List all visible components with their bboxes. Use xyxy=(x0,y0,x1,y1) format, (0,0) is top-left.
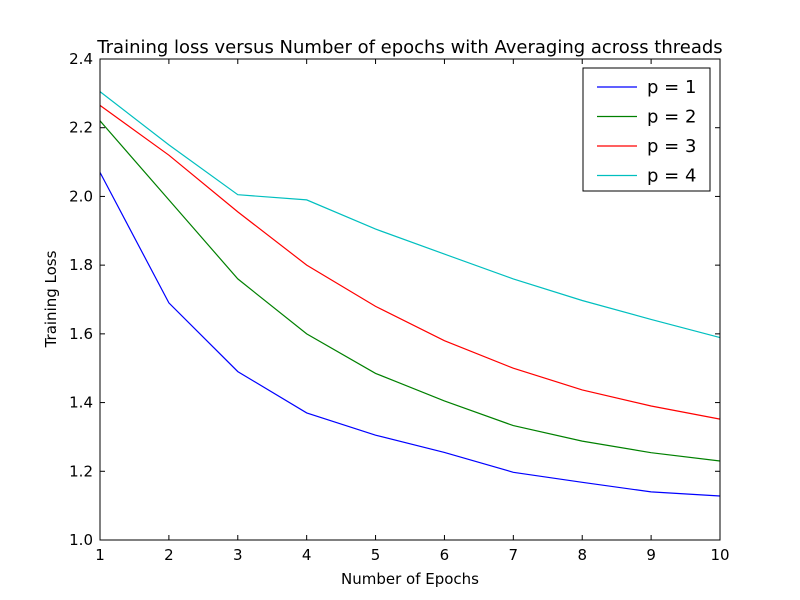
y-tick-label: 1.6 xyxy=(69,325,93,343)
legend-label: p = 2 xyxy=(647,107,696,128)
ticks-layer: 1 2 3 4 5 6 7 8 9 10 1.0 1.2 1.4 1.6 1.8 2.0 2.2 2.4 xyxy=(69,50,729,564)
series-line-p1 xyxy=(99,172,721,497)
y-tick-label: 1.8 xyxy=(69,256,93,274)
x-tick-label: 4 xyxy=(302,546,312,564)
x-tick-label: 1 xyxy=(95,546,105,564)
series-line-p2 xyxy=(99,120,721,462)
x-tick-label: 6 xyxy=(440,546,450,564)
y-tick-label: 1.0 xyxy=(69,531,93,549)
legend: p = 1 p = 2 p = 3 p = 4 xyxy=(582,67,711,192)
x-tick-label: 2 xyxy=(164,546,174,564)
x-tick-label: 8 xyxy=(577,546,587,564)
series-line-p4 xyxy=(99,91,721,339)
legend-box xyxy=(582,67,711,192)
legend-label: p = 4 xyxy=(647,166,696,187)
legend-label: p = 1 xyxy=(647,77,696,98)
series-line-p3 xyxy=(99,104,721,420)
chart-title: Training loss versus Number of epochs wi… xyxy=(96,37,722,58)
x-axis-label: Number of Epochs xyxy=(341,570,479,588)
plot-area-frame xyxy=(99,58,721,541)
series-layer xyxy=(99,91,721,497)
x-tick-label: 5 xyxy=(371,546,381,564)
legend-label: p = 3 xyxy=(647,136,696,157)
y-tick-label: 1.4 xyxy=(69,394,93,412)
y-tick-label: 2.2 xyxy=(69,119,93,137)
x-tick-label: 7 xyxy=(509,546,519,564)
y-tick-label: 2.0 xyxy=(69,187,93,205)
y-axis-label: Training Loss xyxy=(42,250,60,348)
y-tick-label: 2.4 xyxy=(69,50,93,68)
y-tick-label: 1.2 xyxy=(69,462,93,480)
x-tick-label: 9 xyxy=(646,546,656,564)
x-tick-label: 10 xyxy=(710,546,729,564)
x-tick-label: 3 xyxy=(233,546,243,564)
